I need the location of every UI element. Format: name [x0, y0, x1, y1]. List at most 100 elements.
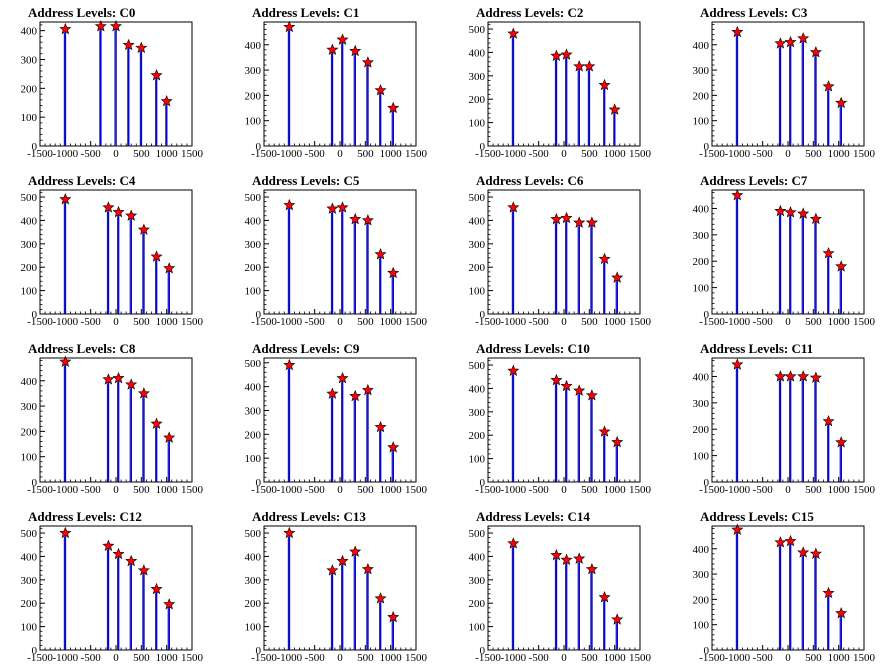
peak-star-marker: [349, 212, 362, 225]
chart-svg: 0 100 200 300 400 500 -1500 -1000 -500 0 500 1000 15…: [469, 21, 652, 160]
x-tick-label: 500: [805, 316, 822, 328]
y-tick-label: 100: [693, 116, 710, 128]
chart-svg: 0 100 200 300 400 -1500 -1000 -500 0 500 1000 1500: [693, 523, 876, 664]
x-tick-label: -500: [81, 484, 102, 496]
peak-star-marker: [835, 436, 848, 448]
y-tick-label: 100: [469, 622, 486, 634]
chart-panel-7: 0 100 200 300 400 -1500 -1000 -500 0 500 1000 1500 A…: [672, 168, 896, 336]
chart-svg: 0 100 200 300 400 500 -1500 -1000 -500 0 500 1000 15…: [245, 525, 428, 664]
x-tick-label: -1000: [52, 316, 78, 328]
peak-star-marker: [774, 37, 787, 49]
x-tick-label: -1500: [251, 484, 277, 496]
x-tick-label: -500: [81, 316, 102, 328]
y-tick-label: 200: [693, 424, 710, 436]
x-tick-label: -500: [305, 484, 326, 496]
chart-panel-0: 0 100 200 300 400 -1500 -1000 -500 0 500 1000 1500 A…: [0, 0, 224, 168]
y-tick-label: 500: [469, 528, 486, 540]
y-tick-label: 100: [245, 622, 262, 634]
x-tick-label: -500: [81, 148, 102, 160]
x-tick-label: -500: [753, 484, 774, 496]
peak-star-marker: [598, 591, 611, 603]
y-tick-label: 0: [480, 309, 486, 321]
x-tick-label: -1500: [251, 316, 277, 328]
x-tick-label: -1000: [500, 652, 526, 664]
peak-star-marker: [109, 20, 123, 32]
chart-panel-9: 0 100 200 300 400 500 -1500 -1000 -500 0 500 1000 15…: [224, 336, 448, 504]
x-tick-label: 1500: [181, 316, 204, 328]
x-tick-label: -500: [305, 148, 326, 160]
x-tick-label: 0: [113, 148, 119, 160]
x-tick-label: -1000: [500, 148, 526, 160]
x-tick-label: 1500: [405, 652, 428, 664]
chart-svg: 0 100 200 300 400 500 -1500 -1000 -500 0 500 1000 15…: [245, 189, 428, 328]
x-tick-label: 0: [113, 652, 119, 664]
peak-star-marker: [336, 371, 349, 384]
y-tick-label: 0: [32, 141, 38, 153]
y-tick-label: 200: [693, 256, 710, 268]
y-tick-label: 500: [245, 192, 262, 204]
chart-panel-12: 0 100 200 300 400 500 -1500 -1000 -500 0 500 1000 15…: [0, 504, 224, 672]
peak-star-marker: [283, 198, 296, 211]
peak-star-marker: [326, 387, 339, 399]
x-tick-label: 1000: [828, 316, 851, 328]
x-tick-label: 0: [785, 652, 791, 664]
y-tick-label: 400: [693, 203, 710, 215]
peak-star-marker: [507, 364, 520, 376]
peak-star-marker: [112, 205, 125, 218]
y-tick-label: 100: [21, 622, 38, 634]
x-tick-label: 500: [581, 484, 598, 496]
y-tick-label: 400: [693, 544, 710, 556]
peak-star-marker: [797, 546, 810, 558]
peak-star-marker: [550, 373, 563, 386]
x-tick-label: 1000: [156, 484, 179, 496]
chart-title: Address Levels: C9: [252, 341, 360, 356]
x-tick-label: 500: [581, 316, 598, 328]
y-tick-label: 500: [469, 24, 486, 36]
peak-star-marker: [163, 598, 176, 610]
y-tick-label: 100: [245, 286, 262, 298]
x-tick-label: -500: [305, 316, 326, 328]
peak-star-marker: [150, 417, 163, 429]
chart-svg: 0 100 200 300 400 500 -1500 -1000 -500 0 500 1000 15…: [469, 525, 652, 664]
peak-star-marker: [731, 188, 744, 201]
peak-star-marker: [336, 554, 349, 567]
x-tick-label: -1500: [27, 148, 53, 160]
y-tick-label: 0: [704, 645, 710, 657]
x-tick-label: 0: [337, 148, 343, 160]
y-tick-label: 0: [32, 477, 38, 489]
x-tick-label: 0: [561, 316, 567, 328]
x-tick-label: -1000: [724, 148, 750, 160]
chart-panel-10: 0 100 200 300 400 500 -1500 -1000 -500 0 500 1000 15…: [448, 336, 672, 504]
x-tick-label: 1000: [380, 652, 403, 664]
y-tick-label: 100: [693, 451, 710, 463]
x-tick-label: 0: [561, 148, 567, 160]
chart-title: Address Levels: C8: [28, 341, 136, 356]
y-tick-label: 500: [245, 528, 262, 540]
y-tick-label: 400: [21, 215, 38, 227]
chart-svg: 0 100 200 300 400 500 -1500 -1000 -500 0 500 1000 15…: [469, 189, 652, 328]
peak-star-marker: [731, 25, 744, 38]
peak-star-marker: [507, 27, 520, 39]
x-tick-label: 0: [113, 484, 119, 496]
x-tick-label: 500: [357, 316, 374, 328]
peak-star-marker: [585, 216, 598, 228]
x-tick-label: -1000: [52, 484, 78, 496]
x-tick-label: 1500: [181, 652, 204, 664]
y-tick-label: 300: [469, 575, 486, 587]
x-tick-label: 0: [337, 652, 343, 664]
x-tick-label: 500: [133, 316, 150, 328]
chart-panel-15: 0 100 200 300 400 -1500 -1000 -500 0 500 1000 1500 A…: [672, 504, 896, 672]
x-tick-label: 1000: [156, 316, 179, 328]
chart-panel-13: 0 100 200 300 400 500 -1500 -1000 -500 0 500 1000 15…: [224, 504, 448, 672]
peak-star-marker: [583, 60, 596, 72]
y-tick-label: 200: [469, 94, 486, 106]
y-tick-label: 400: [21, 376, 38, 388]
y-tick-label: 300: [245, 405, 262, 417]
y-tick-label: 0: [480, 141, 486, 153]
peak-star-marker: [507, 201, 520, 213]
y-tick-label: 100: [469, 286, 486, 298]
peak-star-marker: [387, 266, 400, 279]
peak-star-marker: [336, 33, 349, 45]
y-tick-label: 200: [21, 598, 38, 610]
